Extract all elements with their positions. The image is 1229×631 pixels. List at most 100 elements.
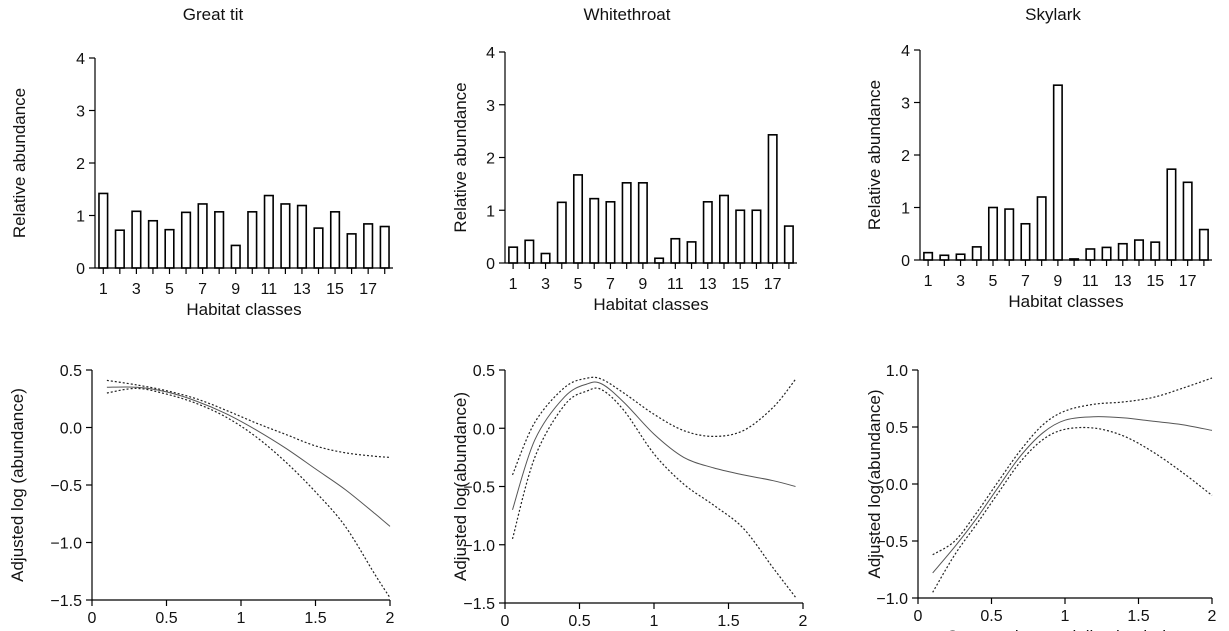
- bar: [1133, 239, 1145, 261]
- upper-confidence-curve: [511, 376, 796, 476]
- bar: [572, 174, 584, 264]
- y-tick-label: −1.0: [50, 536, 82, 553]
- y-tick-label: 0: [486, 256, 495, 273]
- x-tick-label: 1: [1061, 608, 1070, 625]
- y-tick-label: 3: [486, 98, 495, 115]
- bar: [686, 241, 697, 264]
- chart-title: Great tit: [183, 5, 244, 24]
- x-axis-label: Habitat classes: [1008, 292, 1123, 311]
- y-tick-label: 0.5: [473, 363, 495, 380]
- bar: [1166, 168, 1177, 261]
- bar: [702, 201, 713, 264]
- x-tick-label: 15: [731, 276, 749, 293]
- y-tick-label: 4: [76, 51, 85, 68]
- y-tick-label: 0.0: [60, 421, 82, 438]
- bar: [670, 237, 681, 264]
- x-tick-label: 5: [165, 281, 174, 298]
- x-tick-label: 1.5: [1127, 608, 1149, 625]
- y-tick-label: 0.5: [60, 363, 82, 380]
- bar: [939, 254, 950, 261]
- x-tick-label: 9: [638, 276, 647, 293]
- bar: [346, 233, 357, 269]
- y-tick-label: 3: [901, 96, 910, 113]
- x-tick-label: 15: [326, 281, 344, 298]
- bar: [605, 201, 616, 264]
- bar: [1036, 196, 1047, 261]
- x-tick-label: 13: [293, 281, 311, 298]
- x-tick-label: 13: [699, 276, 717, 293]
- x-tick-label: 11: [667, 276, 684, 293]
- bar: [508, 246, 519, 264]
- bar: [296, 204, 308, 269]
- x-tick-label: 1: [650, 613, 659, 630]
- upper-confidence-curve: [106, 379, 391, 458]
- bar: [621, 182, 632, 264]
- y-axis-label: Adjusted log (abundance): [8, 388, 27, 582]
- bar: [955, 253, 966, 261]
- x-tick-label: 0.5: [980, 608, 1002, 625]
- x-axis-label: Habitat classes: [593, 295, 708, 314]
- y-tick-label: 2: [76, 156, 85, 173]
- bar: [589, 197, 600, 264]
- x-tick-label: 11: [261, 281, 278, 298]
- y-axis-label: Relative abundance: [10, 88, 29, 238]
- x-tick-label: 1: [237, 610, 246, 627]
- bar: [247, 211, 258, 269]
- x-tick-label: 7: [606, 276, 615, 293]
- x-tick-label: 1: [509, 276, 518, 293]
- chart-title: Whitethroat: [584, 5, 671, 24]
- x-tick-label: 2: [386, 610, 395, 627]
- bar: [114, 229, 125, 269]
- y-tick-label: 1: [76, 209, 85, 226]
- x-axis-label: Community specialisation index: [122, 629, 361, 631]
- lower-confidence-curve: [511, 387, 796, 598]
- x-tick-label: 0.5: [155, 610, 177, 627]
- x-tick-label: 0: [88, 610, 97, 627]
- bar: [987, 206, 999, 261]
- fitted-curve: [512, 381, 796, 510]
- x-tick-label: 17: [359, 281, 377, 298]
- bar: [1004, 208, 1015, 261]
- y-tick-label: 1: [486, 203, 495, 220]
- y-tick-label: −1.5: [463, 596, 495, 613]
- bar: [637, 182, 648, 264]
- y-tick-label: −1.0: [463, 538, 495, 555]
- x-tick-label: 11: [1082, 273, 1099, 290]
- bar: [1150, 241, 1161, 261]
- bar: [971, 246, 982, 261]
- x-tick-label: 1: [924, 273, 933, 290]
- x-tick-label: 13: [1114, 273, 1132, 290]
- y-tick-label: 3: [76, 104, 85, 121]
- x-tick-label: 17: [1179, 273, 1197, 290]
- x-tick-label: 0.5: [568, 613, 590, 630]
- x-tick-label: 9: [231, 281, 240, 298]
- bar: [751, 209, 762, 264]
- bar: [197, 203, 208, 269]
- bar: [735, 209, 746, 264]
- bar: [923, 251, 934, 261]
- x-tick-label: 7: [198, 281, 207, 298]
- x-tick-label: 1.5: [304, 610, 326, 627]
- x-axis-label: Community specialisation index: [946, 627, 1185, 631]
- bar: [1085, 248, 1096, 261]
- y-axis-label: Relative abundance: [451, 82, 470, 232]
- y-axis-label: Adjusted log(abundance): [865, 389, 884, 578]
- y-tick-label: −1.5: [50, 593, 82, 610]
- x-tick-label: 3: [541, 276, 550, 293]
- x-tick-label: 9: [1053, 273, 1062, 290]
- x-tick-label: 7: [1021, 273, 1030, 290]
- bar: [363, 223, 374, 269]
- y-tick-label: 1: [901, 201, 910, 218]
- y-axis-label: Adjusted log(abundance): [451, 392, 470, 581]
- x-tick-label: 0: [501, 613, 510, 630]
- y-tick-label: −0.5: [50, 478, 82, 495]
- y-tick-label: 1.0: [886, 363, 908, 380]
- chart-title: Skylark: [1025, 5, 1081, 24]
- y-axis-label: Relative abundance: [865, 80, 884, 230]
- x-axis-label: Habitat classes: [186, 300, 301, 319]
- line-chart-panel: 0.50.0−0.5−1.0−1.500.511.52Community spe…: [451, 363, 808, 630]
- y-tick-label: −1.0: [876, 591, 908, 608]
- bar: [313, 227, 324, 269]
